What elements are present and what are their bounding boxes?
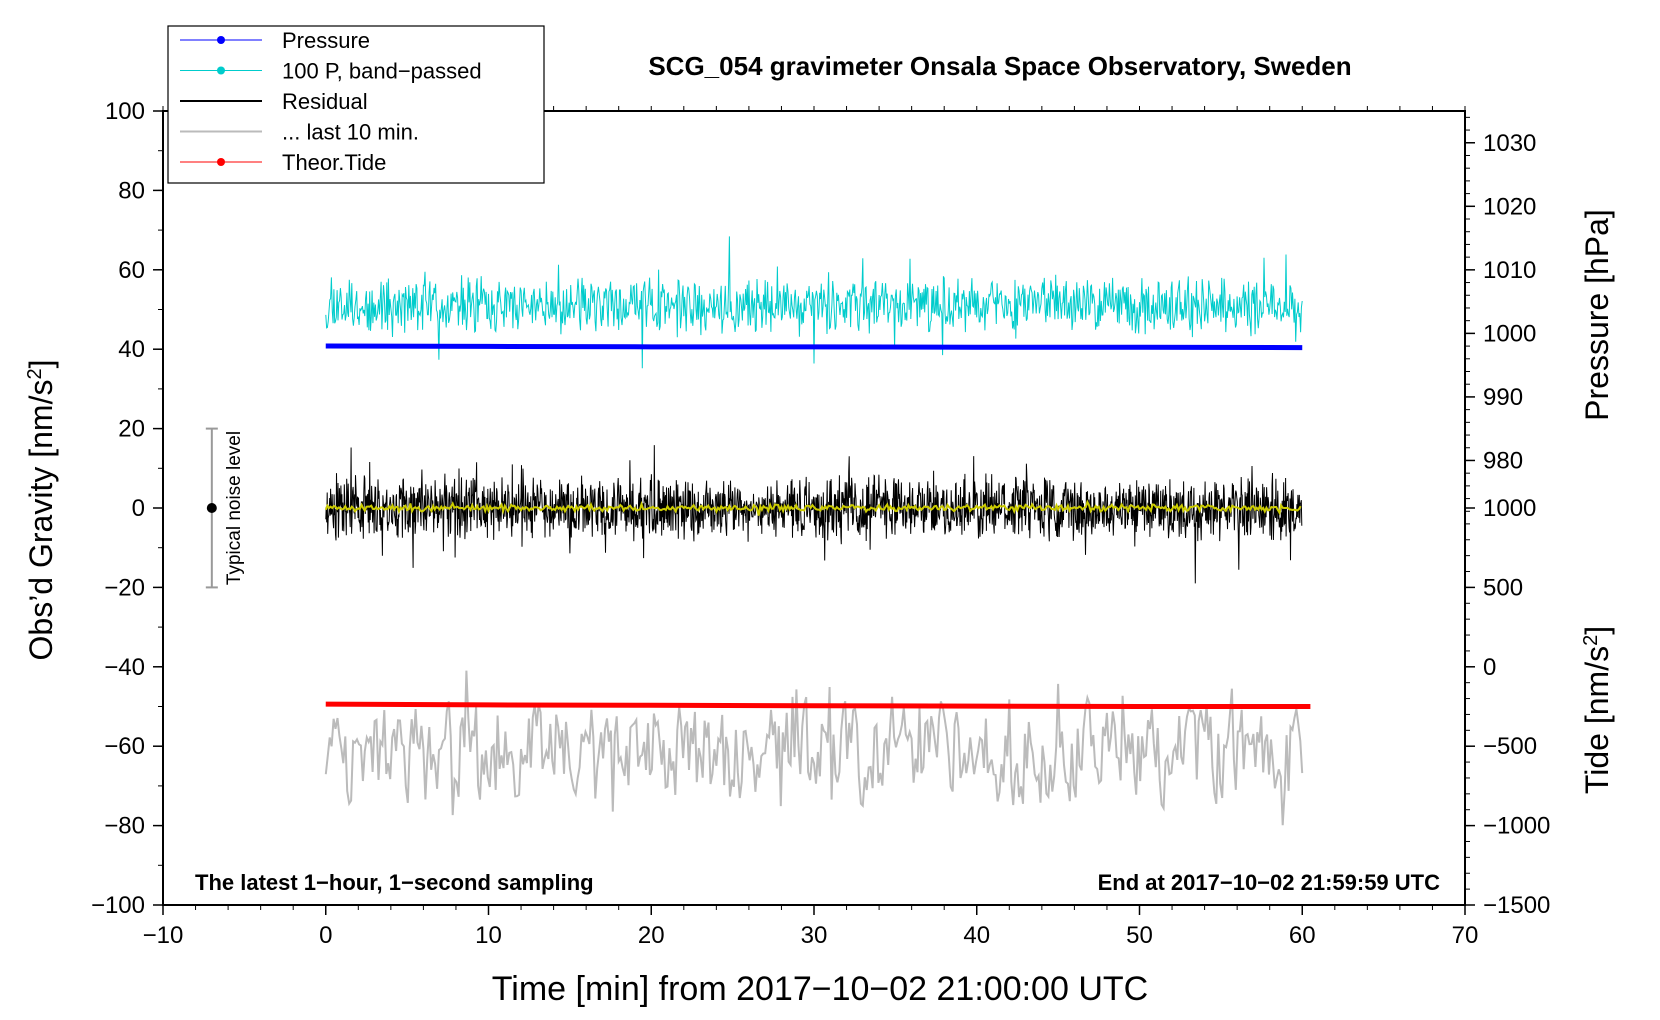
pressure-tick-label: 1000 <box>1483 320 1536 347</box>
legend: Pressure 100 P, band−passed Residual ... la… <box>167 25 545 184</box>
legend-label: ... last 10 min. <box>282 120 419 145</box>
legend-marker <box>217 158 225 166</box>
y-tick-label: −80 <box>104 813 145 840</box>
legend-marker <box>217 36 225 44</box>
y-axis-label-left: Obs’d Gravity [nm/s2] <box>23 360 59 661</box>
y-label-left-sup: 2 <box>24 368 46 379</box>
x-tick-label: 10 <box>475 922 502 949</box>
x-axis-ticks: −10 0 10 20 30 40 50 60 70 <box>143 106 1479 949</box>
tide-tick-label: 1000 <box>1483 495 1536 522</box>
y-axis-ticks: 100 80 60 40 20 0 −20 −40 −60 −80 −100 <box>91 98 163 919</box>
pressure-tick-label: 1020 <box>1483 193 1536 220</box>
noise-center-dot <box>206 503 217 513</box>
pressure-tick-label: 990 <box>1483 384 1523 411</box>
series-residual <box>325 445 1303 584</box>
y-label-left-end: ] <box>23 360 59 369</box>
x-tick-label: 60 <box>1289 922 1316 949</box>
tide-tick-label: −1500 <box>1483 892 1550 919</box>
x-tick-label: −10 <box>143 922 184 949</box>
tide-axis-ticks: 1000 500 0 −500 −1000 −1500 <box>1465 495 1550 919</box>
tide-label-main: Tide [nm/s <box>1579 646 1615 794</box>
x-tick-label: 20 <box>638 922 665 949</box>
y-tick-label: 100 <box>105 98 145 125</box>
y-tick-label: 80 <box>118 177 145 204</box>
legend-label: 100 P, band−passed <box>282 59 482 84</box>
series-layer <box>324 236 1311 826</box>
y-tick-label: −40 <box>104 654 145 681</box>
noise-indicator <box>205 427 218 589</box>
x-tick-label: 50 <box>1126 922 1153 949</box>
x-tick-label: 30 <box>801 922 828 949</box>
y-tick-label: 0 <box>132 495 145 522</box>
annotation-right: End at 2017−10−02 21:59:59 UTC <box>1098 870 1441 895</box>
tide-label-sup: 2 <box>1580 635 1602 646</box>
x-axis-label: Time [min] from 2017−10−02 21:00:00 UTC <box>492 970 1148 1008</box>
tide-label-end: ] <box>1579 626 1615 635</box>
y-tick-label: −60 <box>104 733 145 760</box>
chart-title: SCG_054 gravimeter Onsala Space Observat… <box>648 51 1351 81</box>
pressure-tick-label: 1030 <box>1483 130 1536 157</box>
noise-level-label: Typical noise level <box>224 431 245 585</box>
x-tick-label: 0 <box>319 922 332 949</box>
y-tick-label: 60 <box>118 257 145 284</box>
y-tick-label: −20 <box>104 574 145 601</box>
y-tick-label: 20 <box>118 416 145 443</box>
y-tick-label: 40 <box>118 336 145 363</box>
legend-label: Residual <box>282 89 368 114</box>
legend-marker <box>217 66 225 75</box>
pressure-axis-label: Pressure [hPa] <box>1579 209 1615 421</box>
legend-box <box>167 25 545 184</box>
series-running-mean <box>324 499 1302 516</box>
pressure-tick-label: 1010 <box>1483 257 1536 284</box>
tide-axis-label: Tide [nm/s2] <box>1579 626 1615 794</box>
tide-tick-label: 500 <box>1483 574 1523 601</box>
legend-label: Pressure <box>282 28 370 53</box>
legend-label: Theor.Tide <box>282 150 386 175</box>
tide-tick-label: −500 <box>1483 733 1537 760</box>
y-tick-label: −100 <box>91 892 145 919</box>
series-band-passed <box>325 236 1303 369</box>
annotation-left: The latest 1−hour, 1−second sampling <box>195 870 594 895</box>
x-tick-label: 70 <box>1452 922 1479 949</box>
series-pressure <box>325 343 1303 351</box>
series-theor-tide <box>325 701 1311 709</box>
tide-tick-label: −1000 <box>1483 813 1550 840</box>
tide-tick-label: 0 <box>1483 654 1496 681</box>
series-last-10-min <box>324 670 1304 826</box>
pressure-axis-ticks: 1030 1020 1010 1000 990 980 <box>1465 116 1536 512</box>
x-tick-label: 40 <box>963 922 990 949</box>
y-label-left-main: Obs’d Gravity [nm/s <box>23 380 59 661</box>
pressure-tick-label: 980 <box>1483 447 1523 474</box>
